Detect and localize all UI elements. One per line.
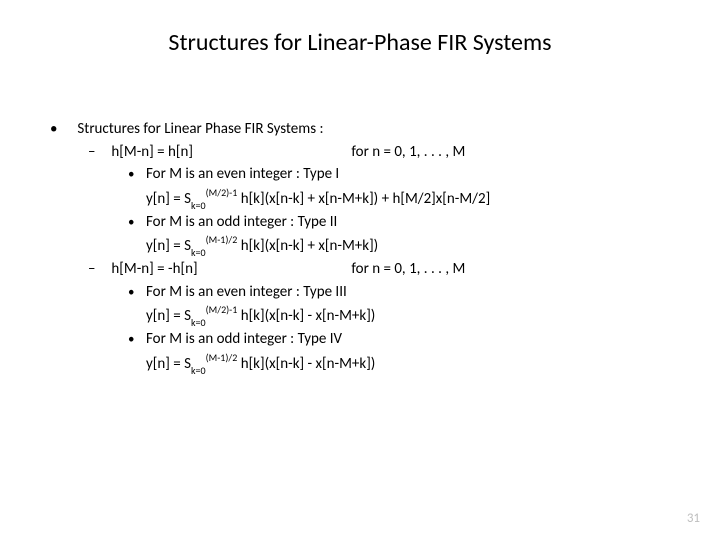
eq-sup: (M-1)/2 (206, 351, 238, 364)
case1-odd-eq: y[n] = Sk=0(M-1)/2 h[k](x[n-k] + x[n-M+k… (146, 233, 680, 258)
eq-sub: k=0 (191, 364, 206, 377)
eq-pre: y[n] = S (146, 307, 191, 325)
eq-pre: y[n] = S (146, 237, 191, 255)
eq-post: h[k](x[n-k] + x[n-M+k]) + h[M/2]x[n-M/2] (237, 190, 490, 208)
case2-odd-eq: y[n] = Sk=0(M-1)/2 h[k](x[n-k] - x[n-M+k… (146, 351, 680, 376)
case2-cond: h[M-n] = -h[n] (111, 258, 351, 281)
eq-sup: (M/2)-1 (206, 303, 238, 316)
case1-odd-label: For M is an odd integer : Type II (128, 211, 680, 234)
case2-line: h[M-n] = -h[n]for n = 0, 1, . . . , M (88, 258, 680, 281)
eq-post: h[k](x[n-k] + x[n-M+k]) (237, 237, 378, 255)
slide: Structures for Linear-Phase FIR Systems … (0, 0, 720, 540)
case2-even-eq: y[n] = Sk=0(M/2)-1 h[k](x[n-k] - x[n-M+k… (146, 303, 680, 328)
eq-sub: k=0 (191, 199, 206, 212)
case2-odd-label: For M is an odd integer : Type IV (128, 328, 680, 351)
eq-sub: k=0 (191, 316, 206, 329)
case1-range: for n = 0, 1, . . . , M (351, 143, 465, 161)
case2-even-label: For M is an even integer : Type III (128, 281, 680, 304)
eq-sub: k=0 (191, 246, 206, 259)
heading-text: Structures for Linear Phase FIR Systems … (77, 120, 323, 138)
case2-range: for n = 0, 1, . . . , M (351, 260, 465, 278)
eq-post: h[k](x[n-k] - x[n-M+k]) (237, 307, 375, 325)
eq-pre: y[n] = S (146, 190, 191, 208)
case1-cond: h[M-n] = h[n] (111, 141, 351, 164)
slide-title: Structures for Linear-Phase FIR Systems (0, 28, 720, 57)
case1-even-label: For M is an even integer : Type I (128, 163, 680, 186)
slide-body: Structures for Linear Phase FIR Systems … (50, 118, 680, 376)
bullet-heading: Structures for Linear Phase FIR Systems … (50, 118, 680, 141)
eq-sup: (M-1)/2 (206, 233, 238, 246)
case1-even-eq: y[n] = Sk=0(M/2)-1 h[k](x[n-k] + x[n-M+k… (146, 186, 680, 211)
eq-pre: y[n] = S (146, 355, 191, 373)
page-number: 31 (687, 511, 700, 526)
eq-post: h[k](x[n-k] - x[n-M+k]) (237, 355, 375, 373)
eq-sup: (M/2)-1 (206, 186, 238, 199)
case1-line: h[M-n] = h[n]for n = 0, 1, . . . , M (88, 141, 680, 164)
